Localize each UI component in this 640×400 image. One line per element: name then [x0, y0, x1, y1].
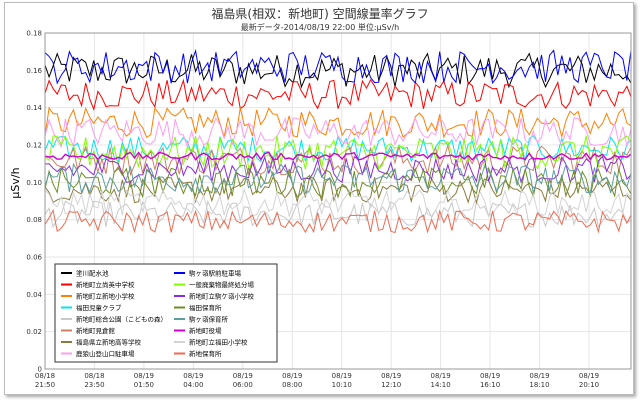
x-tick-date: 08/19: [233, 372, 253, 380]
x-tick-time: 16:10: [480, 381, 500, 389]
legend-label: 一般廃棄物最終処分場: [189, 280, 255, 289]
y-tick-label: 0.16: [26, 67, 42, 75]
chart-frame: 福島県(相双：新地町) 空間線量率グラフ 最新データ-2014/08/19 22…: [4, 2, 634, 395]
series-line: [44, 199, 632, 229]
legend-label: 福田保育所: [189, 303, 222, 312]
series-line: [44, 143, 632, 177]
legend-label: 新地町立尚英中学校: [76, 280, 135, 289]
series-line: [44, 78, 632, 111]
plot-border: [44, 32, 632, 370]
x-tick-time: 23:50: [84, 381, 104, 389]
legend-label: 福島県立新地高等学校: [76, 338, 142, 347]
x-tick-date: 08/19: [579, 372, 599, 380]
series-line: [44, 52, 632, 89]
y-tick-label: 0.12: [26, 142, 42, 150]
x-tick-date: 08/19: [381, 372, 401, 380]
x-tick-date: 08/19: [529, 372, 549, 380]
legend-label: 鹿狼山登山口駐車場: [76, 349, 135, 358]
legend-label: 新地町立福田小学校: [189, 338, 248, 347]
x-tick-time: 06:00: [233, 381, 253, 389]
y-tick-label: 0.14: [26, 104, 42, 112]
series-line: [44, 116, 632, 149]
y-tick-label: 0.08: [26, 216, 42, 224]
series-line: [44, 135, 632, 170]
series-line: [44, 151, 632, 161]
y-tick-label: 0: [38, 366, 42, 374]
y-tick-label: 0.18: [26, 30, 42, 38]
x-tick-date: 08/19: [480, 372, 500, 380]
legend-label: 新地保育所: [189, 349, 222, 358]
x-tick-time: 10:10: [332, 381, 352, 389]
legend-label: 新地町立駒ケ嶺小学校: [189, 292, 255, 301]
x-tick-time: 20:10: [579, 381, 599, 389]
series-line: [44, 175, 632, 205]
x-tick-time: 18:10: [529, 381, 549, 389]
legend-label: 新地町見倉館: [76, 326, 116, 335]
x-tick-date: 08/19: [183, 372, 203, 380]
legend-label: 駒ヶ嶺駅前駐車場: [189, 269, 242, 278]
x-tick-date: 08/19: [134, 372, 154, 380]
x-tick-date: 08/19: [431, 372, 451, 380]
y-axis-label: μSv/h: [9, 167, 22, 198]
x-tick-labels: 08/1821:5008/1823:5008/1901:5008/1904:00…: [35, 372, 599, 389]
series-line: [44, 48, 632, 85]
series-line: [44, 134, 632, 163]
y-tick-labels: 0 0.02 0.04 0.06 0.08 0.10 0.12 0.14 0.16 0.18: [26, 30, 42, 374]
x-tick-date: 08/18: [84, 372, 104, 380]
legend-label: 駒ヶ嶺保育所: [189, 315, 229, 324]
x-tick-time: 08:00: [282, 381, 302, 389]
legend-label: 塗川配水池: [76, 269, 109, 278]
x-tick-date: 08/19: [332, 372, 352, 380]
x-tick-date: 08/19: [282, 372, 302, 380]
series-line: [44, 155, 632, 184]
series-line: [44, 162, 632, 195]
x-tick-date: 08/18: [35, 372, 55, 380]
x-tick-time: 12:10: [381, 381, 401, 389]
x-tick-time: 04:00: [183, 381, 203, 389]
legend-label: 福田児童クラブ: [76, 303, 122, 312]
y-tick-label: 0.06: [26, 254, 42, 262]
legend: 塗川配水池新地町立尚英中学校新地町立新地小学校福田児童クラブ新地町総合公園（こど…: [54, 263, 278, 363]
chart-subtitle: 最新データ-2014/08/19 22:00 単位:μSv/h: [241, 22, 400, 32]
series-line: [44, 208, 632, 234]
legend-label: 新地町立新地小学校: [76, 292, 135, 301]
y-tick-label: 0.10: [26, 179, 42, 187]
legend-box: [54, 263, 278, 363]
chart-title: 福島県(相双：新地町) 空間線量率グラフ: [211, 6, 428, 21]
legend-label: 新地町役場: [189, 326, 222, 335]
chart-svg: 福島県(相双：新地町) 空間線量率グラフ 最新データ-2014/08/19 22…: [9, 6, 632, 389]
series-layer: [44, 48, 632, 234]
y-tick-label: 0.02: [26, 328, 42, 336]
series-line: [44, 188, 632, 218]
y-tick-label: 0.04: [26, 291, 42, 299]
x-tick-time: 14:10: [431, 381, 451, 389]
legend-label: 新地町総合公園（こどもの森）: [76, 315, 167, 324]
x-tick-time: 21:50: [35, 381, 55, 389]
x-tick-time: 01:50: [134, 381, 154, 389]
series-line: [44, 106, 632, 139]
